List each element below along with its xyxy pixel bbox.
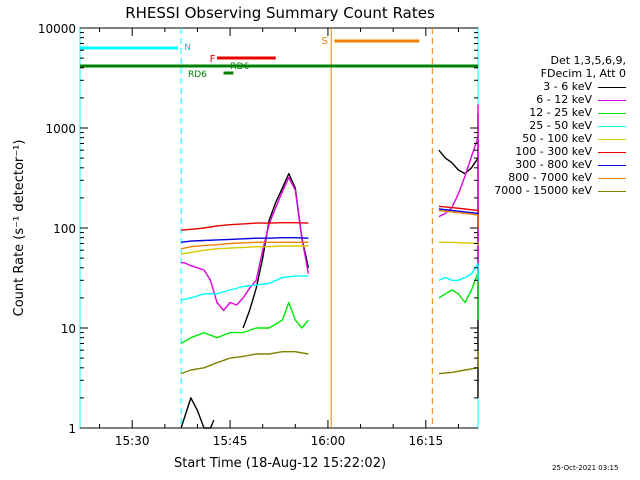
y-tick-label-3: 1000 (45, 122, 76, 136)
legend-swatch (598, 190, 626, 192)
series-2-segment-0 (180, 301, 309, 345)
x-tick-label-2: 16:00 (311, 434, 346, 448)
series-4-segment-0 (180, 245, 309, 255)
series-3-segment-0 (180, 275, 309, 301)
legend-item: 7000 - 15000 keV (494, 184, 626, 197)
legend-swatch (598, 164, 626, 166)
annotation-label-0: N (184, 43, 191, 53)
legend-label: 300 - 800 keV (515, 158, 592, 171)
generation-timestamp: 25-Oct-2021 03:15 (552, 464, 619, 472)
axis-layer: 15:30 15:45 16:00 16:15 1 10 100 1000 10000 (38, 22, 478, 448)
x-tick-label-3: 16:15 (409, 434, 444, 448)
series-6-segment-0 (181, 236, 309, 243)
legend-swatch (598, 177, 626, 179)
y-tick-label-0: 1 (68, 422, 76, 436)
legend-label: 6 - 12 keV (536, 93, 592, 106)
series-8-segment-0 (180, 351, 309, 375)
legend-label: 7000 - 15000 keV (494, 184, 592, 197)
legend-item: 300 - 800 keV (515, 158, 626, 171)
legend-item: 25 - 50 keV (529, 119, 626, 132)
series-layer (180, 104, 479, 429)
series-8-segment-1 (438, 350, 479, 375)
legend-label: 25 - 50 keV (529, 119, 592, 132)
legend-item: 3 - 6 keV (543, 80, 626, 93)
y-tick-label-2: 100 (53, 222, 76, 236)
annotation-label-2: S (321, 36, 327, 47)
series-0-segment-1 (242, 172, 310, 329)
legend-swatch (598, 125, 626, 127)
plot-frame (79, 27, 479, 429)
series-0-segment-0 (180, 397, 215, 429)
x-axis-label: Start Time (18-Aug-12 15:22:02) (174, 456, 386, 471)
series-1-segment-0 (181, 176, 310, 312)
y-tick-label-1: 10 (61, 322, 76, 336)
series-5-segment-0 (181, 221, 309, 231)
legend-swatch (598, 151, 626, 153)
legend-label: 800 - 7000 keV (508, 171, 592, 184)
legend-swatch (598, 112, 626, 114)
series-4-segment-1 (438, 241, 479, 246)
x-tick-label-1: 15:45 (213, 434, 248, 448)
annotation-label-3: RD6 (230, 62, 249, 72)
y-axis-label: Count Rate (s⁻¹ detector⁻¹) (12, 140, 27, 317)
series-3-segment-1 (438, 263, 479, 282)
legend-item: 6 - 12 keV (536, 93, 626, 106)
x-tick-label-0: 15:30 (115, 434, 150, 448)
legend-swatch (598, 138, 626, 140)
legend-item: 50 - 100 keV (522, 132, 626, 145)
annotation-layer: N F S RD6 RD6 (79, 28, 479, 428)
legend-item: 12 - 25 keV (529, 106, 626, 119)
legend-header-line: FDecim 1, Att 0 (540, 67, 626, 80)
legend-swatch (598, 86, 626, 88)
series-7-segment-1 (438, 209, 479, 229)
legend-item: 800 - 7000 keV (508, 171, 626, 184)
legend-label: 3 - 6 keV (543, 80, 592, 93)
legend-label: 50 - 100 keV (522, 132, 592, 145)
legend-item: 100 - 300 keV (515, 145, 626, 158)
series-6-segment-1 (438, 208, 479, 228)
annotation-label-1: F (210, 54, 216, 65)
annotation-label-4: RD6 (188, 70, 207, 80)
legend-label: 12 - 25 keV (529, 106, 592, 119)
y-tick-label-4: 10000 (38, 22, 76, 36)
chart-title: RHESSI Observing Summary Count Rates (125, 4, 435, 22)
legend-swatch (598, 99, 626, 101)
series-7-segment-0 (180, 241, 309, 250)
legend-header-line: Det 1,3,5,6,9, (550, 54, 626, 67)
legend-label: 100 - 300 keV (515, 145, 592, 158)
